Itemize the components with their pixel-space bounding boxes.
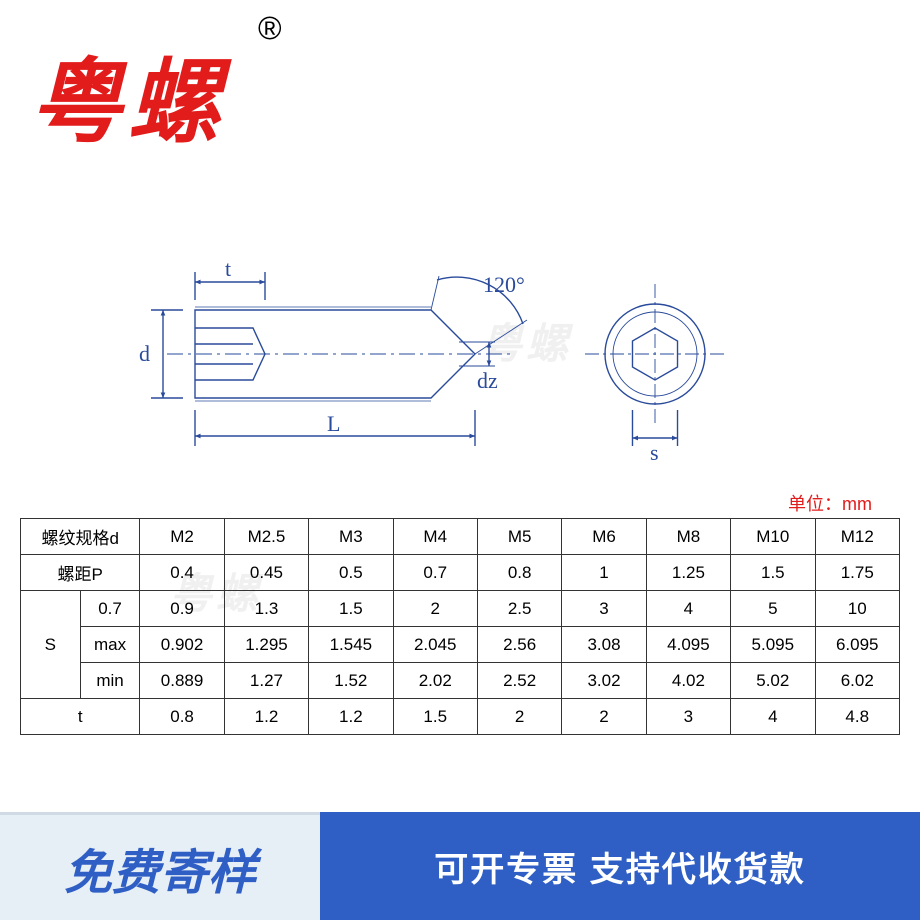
t-label: t [21, 699, 140, 735]
table-row: t 0.8 1.2 1.2 1.5 2 2 3 4 4.8 [21, 699, 900, 735]
table-row: 螺距P 0.4 0.45 0.5 0.7 0.8 1 1.25 1.5 1.75 [21, 555, 900, 591]
banner-right: 可开专票 支持代收货款 [320, 812, 920, 920]
bottom-banner: 免费寄样 可开专票 支持代收货款 [0, 812, 920, 920]
svg-text:t: t [225, 256, 231, 281]
svg-text:dz: dz [477, 368, 498, 393]
thread-label: 螺纹规格d [21, 519, 140, 555]
banner-left: 免费寄样 [0, 812, 320, 920]
pitch-label: 螺距P [21, 555, 140, 591]
table-row: 螺纹规格d M2 M2.5 M3 M4 M5 M6 M8 M10 M12 [21, 519, 900, 555]
s-label: S [21, 591, 81, 699]
brand-text: 粤螺 [30, 52, 226, 154]
table-row: max 0.902 1.295 1.545 2.045 2.56 3.08 4.… [21, 627, 900, 663]
table-row: S 0.7 0.9 1.3 1.5 2 2.5 3 4 5 10 [21, 591, 900, 627]
unit-label: 单位：mm [788, 490, 872, 516]
svg-text:L: L [327, 411, 340, 436]
svg-text:120°: 120° [483, 272, 525, 297]
spec-table: 螺纹规格d M2 M2.5 M3 M4 M5 M6 M8 M10 M12 螺距P… [20, 518, 900, 735]
svg-text:s: s [650, 440, 659, 465]
banner-right-text: 可开专票 支持代收货款 [434, 842, 805, 891]
banner-left-text: 免费寄样 [64, 833, 256, 903]
technical-diagram: tdL120°dzs [135, 270, 815, 470]
svg-text:d: d [139, 341, 150, 366]
registered-mark: ® [258, 10, 282, 47]
brand-logo: 粤螺 ® [30, 28, 226, 161]
table-row: min 0.889 1.27 1.52 2.02 2.52 3.02 4.02 … [21, 663, 900, 699]
